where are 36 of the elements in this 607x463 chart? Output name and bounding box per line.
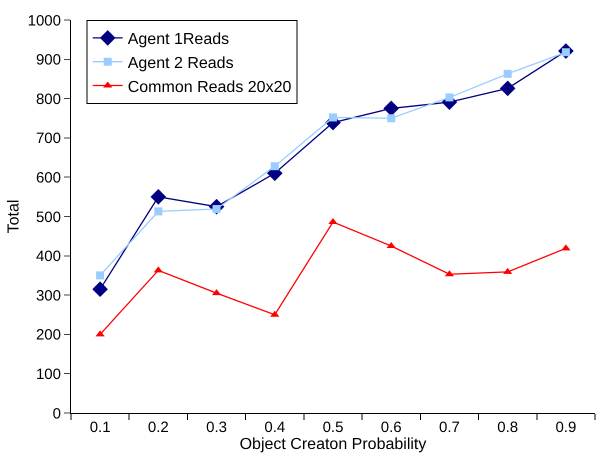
y-tick-label: 300 — [36, 287, 61, 304]
y-tick-label: 400 — [36, 248, 61, 266]
point — [96, 271, 104, 280]
y-tick-label: 0 — [52, 405, 61, 422]
x-tick-label: 0.6 — [380, 419, 402, 436]
point — [154, 207, 162, 216]
legend-label: Agent 1Reads — [128, 31, 230, 48]
legend-label: Common Reads 20x20 — [128, 78, 292, 96]
x-tick-label: 0.2 — [148, 419, 169, 436]
y-axis-title: Total — [6, 200, 23, 234]
y-tick-label: 600 — [36, 169, 61, 186]
y-tick-label: 100 — [36, 366, 61, 383]
y-tick-label: 900 — [36, 52, 61, 69]
x-tick-label: 0.1 — [90, 419, 111, 436]
point — [445, 93, 454, 102]
x-tick-label: 0.3 — [206, 419, 227, 436]
x-axis-title: Object Creaton Probability — [240, 436, 426, 453]
y-tick-label: 500 — [36, 208, 61, 226]
x-tick-label: 0.5 — [322, 419, 344, 436]
x-tick-label: 0.7 — [439, 419, 460, 436]
legend-label: Agent 2 Reads — [128, 54, 234, 72]
y-tick-label: 700 — [36, 130, 61, 148]
point — [500, 80, 516, 96]
point — [383, 100, 400, 116]
y-tick-label: 800 — [36, 90, 61, 108]
x-tick-label: 0.4 — [264, 419, 286, 436]
point — [387, 114, 396, 122]
y-tick-label: 200 — [36, 326, 61, 344]
point — [329, 113, 337, 122]
x-tick-label: 0.9 — [555, 419, 576, 436]
x-tick-label: 0.8 — [497, 419, 518, 436]
point — [92, 281, 108, 298]
y-tick-label: 1000 — [28, 12, 61, 30]
point — [504, 70, 512, 78]
point — [270, 162, 279, 170]
point — [150, 189, 166, 205]
